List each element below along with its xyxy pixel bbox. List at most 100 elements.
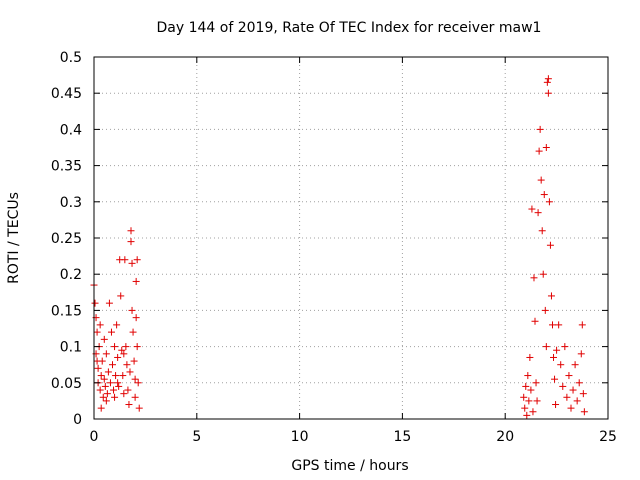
data-point	[527, 386, 535, 394]
y-tick-label: 0.25	[51, 231, 82, 247]
y-tick-label: 0.35	[51, 159, 82, 175]
data-point	[99, 393, 107, 401]
data-point	[107, 328, 115, 336]
data-point	[545, 198, 553, 206]
data-point	[580, 408, 588, 416]
data-point	[559, 382, 567, 390]
x-tick-label: 25	[599, 429, 617, 445]
data-point	[100, 375, 108, 383]
data-point	[561, 343, 569, 351]
data-point	[126, 368, 134, 376]
data-point	[539, 270, 547, 278]
data-point	[117, 292, 125, 300]
data-point	[121, 256, 129, 264]
y-tick-label: 0.3	[60, 195, 82, 211]
data-point	[557, 361, 565, 369]
data-point	[524, 372, 532, 380]
data-point	[567, 404, 575, 412]
data-point	[130, 357, 138, 365]
data-point	[125, 401, 133, 409]
data-point	[555, 321, 563, 329]
data-point	[547, 292, 555, 300]
data-point	[109, 361, 117, 369]
data-point	[578, 321, 586, 329]
data-point	[529, 408, 537, 416]
data-point	[541, 306, 549, 314]
data-point	[120, 390, 128, 398]
data-point	[563, 393, 571, 401]
x-tick-label: 5	[192, 429, 201, 445]
data-point	[120, 350, 128, 358]
y-axis-label: ROTI / TECUs	[6, 192, 22, 284]
data-point	[538, 227, 546, 235]
data-point	[97, 404, 105, 412]
data-point	[543, 78, 551, 86]
data-point	[118, 346, 126, 354]
data-point	[575, 379, 583, 387]
data-point	[552, 401, 560, 409]
data-point	[114, 379, 122, 387]
data-point	[526, 353, 534, 361]
data-point	[94, 364, 102, 372]
data-point	[124, 386, 132, 394]
data-point	[131, 375, 139, 383]
data-point	[101, 382, 109, 390]
data-point	[542, 144, 550, 151]
data-point	[544, 89, 552, 97]
data-point	[571, 361, 579, 369]
y-tick-label: 0.05	[51, 376, 82, 392]
x-tick-label: 10	[291, 429, 309, 445]
data-point	[534, 209, 542, 217]
data-point	[525, 397, 533, 405]
x-tick-label: 0	[90, 429, 99, 445]
data-point	[134, 379, 142, 387]
data-point	[135, 404, 143, 412]
data-point	[544, 75, 552, 83]
data-point	[521, 404, 529, 412]
data-point	[536, 125, 544, 133]
data-point	[97, 372, 105, 380]
y-tick-label: 0.1	[60, 340, 82, 356]
data-point	[531, 317, 539, 325]
data-point	[573, 397, 581, 405]
data-point	[93, 357, 101, 365]
y-tick-label: 0.15	[51, 303, 82, 319]
data-point	[540, 191, 548, 199]
data-point	[127, 238, 135, 246]
data-point	[131, 393, 139, 401]
data-point	[122, 343, 130, 351]
data-point	[133, 256, 141, 264]
y-axis-ticks: 0 0.05 0.1 0.15 0.2 0.25 0.3 0.35 0.4 0.45 0.5	[51, 50, 608, 428]
x-axis-ticks: 0 5 10 15 20 25	[90, 57, 617, 445]
data-point	[553, 346, 561, 354]
y-tick-label: 0.2	[60, 267, 82, 283]
data-point	[132, 277, 140, 285]
data-point	[522, 382, 530, 390]
data-point	[550, 353, 558, 361]
data-point	[528, 205, 536, 213]
chart-title: Day 144 of 2019, Rate Of TEC Index for r…	[157, 20, 542, 36]
data-point	[119, 372, 127, 380]
data-point	[111, 393, 119, 401]
data-point	[520, 393, 528, 401]
y-tick-label: 0.45	[51, 86, 82, 102]
data-point	[112, 372, 120, 380]
x-tick-label: 15	[393, 429, 411, 445]
data-point	[542, 343, 550, 351]
data-point	[129, 328, 137, 336]
data-point	[535, 147, 543, 155]
data-point	[105, 299, 113, 307]
data-point	[113, 321, 121, 329]
data-point	[577, 350, 585, 358]
data-point	[565, 372, 573, 380]
data-point	[128, 259, 136, 267]
data-point	[93, 328, 101, 336]
gridlines	[94, 57, 608, 419]
data-point	[110, 386, 118, 394]
x-tick-label: 20	[496, 429, 514, 445]
y-tick-label: 0	[73, 412, 82, 428]
data-point	[132, 314, 140, 322]
data-point	[103, 390, 111, 398]
data-point	[96, 386, 104, 394]
